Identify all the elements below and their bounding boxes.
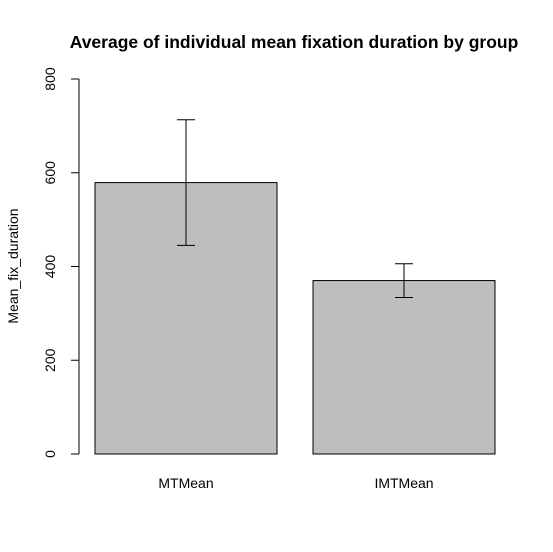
y-tick-label: 0 xyxy=(42,450,58,458)
y-axis: 0 200 400 600 800 xyxy=(42,67,80,458)
error-bars xyxy=(177,119,413,298)
bars xyxy=(94,182,496,455)
bar-IMTMean xyxy=(312,280,496,455)
error-bar-MTMean xyxy=(177,119,195,246)
x-tick-label: MTMean xyxy=(158,475,213,491)
y-tick-label: 600 xyxy=(42,161,58,185)
y-axis-label: Mean_fix_duration xyxy=(5,208,21,323)
error-bar-IMTMean xyxy=(395,263,413,298)
y-tick-label: 400 xyxy=(42,255,58,279)
chart-title: Average of individual mean fixation dura… xyxy=(70,32,519,52)
x-tick-label: IMTMean xyxy=(374,475,433,491)
x-axis-labels: MTMean IMTMean xyxy=(158,475,433,491)
y-tick-label: 800 xyxy=(42,67,58,91)
y-tick-label: 200 xyxy=(42,348,58,372)
